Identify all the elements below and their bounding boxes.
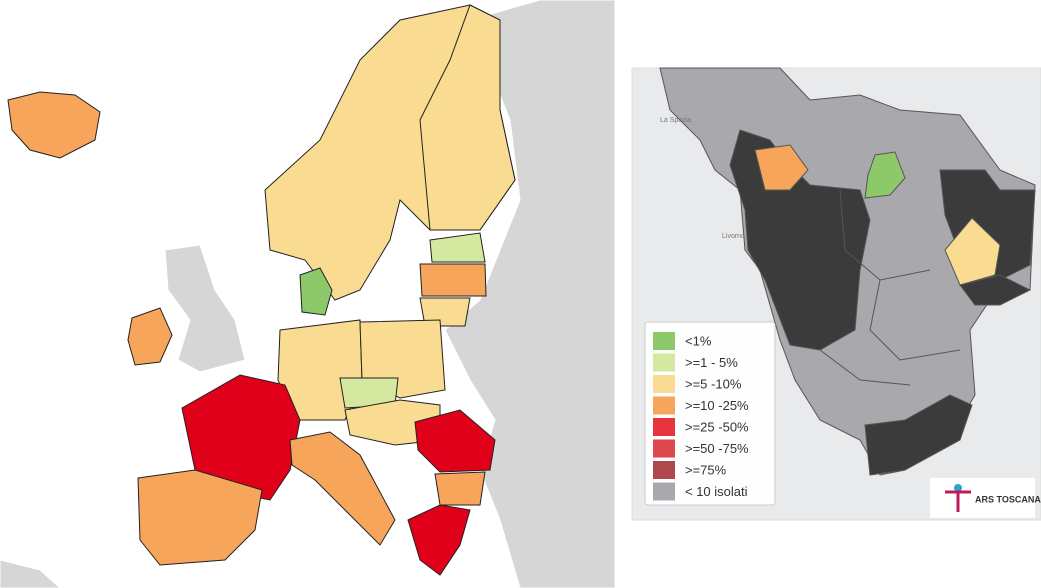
- legend-swatch: [653, 353, 675, 372]
- logo-text: ARS TOSCANA: [975, 494, 1041, 504]
- map-label: Livorno: [722, 233, 745, 240]
- europe-map: [0, 0, 615, 588]
- legend-label: <1%: [685, 333, 712, 348]
- tuscany-map: ARS TOSCANA La Spezia Livorno: [631, 67, 1041, 521]
- legend-label: >=1 - 5%: [685, 355, 738, 370]
- legend-swatch: [653, 461, 675, 479]
- legend-swatch: [653, 396, 675, 415]
- legend-label: >=50 -75%: [685, 441, 749, 456]
- legend-label: >=10 -25%: [685, 398, 749, 413]
- logo-icon: [954, 484, 962, 492]
- logo-box: [930, 478, 1035, 518]
- legend-swatch: [653, 439, 675, 458]
- legend-swatch: [653, 332, 675, 350]
- legend-swatch: [653, 482, 675, 501]
- legend: <1% >=1 - 5% >=5 -10% >=10 -25% >=25 -50% >=5…: [653, 332, 749, 501]
- legend-label: >=75%: [685, 462, 727, 477]
- map-label: La Spezia: [660, 117, 691, 124]
- legend-label: >=25 -50%: [685, 419, 749, 434]
- legend-swatch: [653, 418, 675, 436]
- legend-box: [644, 321, 776, 506]
- legend-label: >=5 -10%: [685, 376, 742, 391]
- logo-icon: [945, 490, 971, 512]
- legend-swatch: [653, 375, 675, 393]
- legend-label: < 10 isolati: [685, 484, 748, 499]
